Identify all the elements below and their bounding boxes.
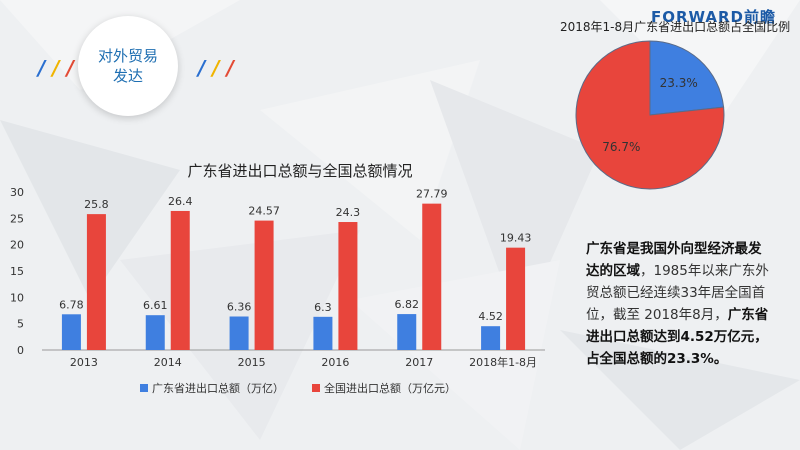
x-tick-label: 2013 — [70, 356, 98, 369]
x-tick-label: 2018年1-8月 — [469, 355, 537, 369]
decorative-slashes-left: / / / — [38, 56, 74, 80]
y-tick-label: 10 — [10, 291, 24, 304]
y-tick-label: 30 — [10, 186, 24, 199]
x-tick-label: 2016 — [321, 356, 349, 369]
bar — [254, 220, 274, 350]
bar — [422, 203, 442, 350]
bar-chart: 0510152025306.7825.820136.6126.420146.36… — [10, 186, 545, 369]
y-tick-label: 25 — [10, 212, 24, 225]
x-tick-label: 2015 — [238, 356, 266, 369]
data-label: 4.52 — [478, 310, 503, 323]
bar — [86, 214, 106, 350]
data-label: 6.78 — [59, 298, 84, 311]
legend-item-guangdong: 广东省进出口总额（万亿） — [140, 380, 284, 396]
x-tick-label: 2017 — [405, 356, 433, 369]
bar-chart-title: 广东省进出口总额与全国总额情况 — [187, 162, 413, 180]
data-label: 6.61 — [143, 299, 168, 312]
legend-swatch-red — [312, 384, 320, 392]
y-tick-label: 0 — [17, 344, 24, 357]
section-title-line1: 对外贸易 — [97, 47, 158, 65]
section-title-line2: 发达 — [112, 67, 143, 85]
decorative-slashes-right: / / / — [198, 56, 234, 80]
pie-slice-label: 23.3% — [660, 76, 698, 90]
x-tick-label: 2014 — [154, 356, 182, 369]
bar — [481, 326, 501, 350]
bar — [145, 315, 165, 350]
pie-chart-title: 2018年1-8月广东省进出口总额占全国比例 — [560, 20, 791, 34]
data-label: 19.43 — [500, 232, 532, 245]
pie-slice-label: 76.7% — [602, 140, 640, 154]
desc-highlight-1: 广东省是我国外向型经济最发达的区域 — [586, 241, 762, 279]
bar — [338, 222, 358, 350]
legend-label-guangdong: 广东省进出口总额（万亿） — [152, 382, 284, 395]
data-label: 24.3 — [336, 206, 361, 219]
data-label: 27.79 — [416, 188, 448, 201]
y-tick-label: 15 — [10, 265, 24, 278]
bar — [170, 210, 190, 350]
data-label: 25.8 — [84, 198, 109, 211]
data-label: 26.4 — [168, 195, 193, 208]
bar — [506, 247, 526, 350]
pie-slice — [649, 40, 725, 116]
section-title-circle: 对外贸易 发达 — [78, 16, 178, 116]
section-badge: / / / 对外贸易 发达 / / / — [30, 16, 240, 116]
desc-highlight-2: 广东省进出口总额达到4.52万亿元，占全国总额的23.3%。 — [586, 307, 769, 367]
pie-chart: 23.3% 76.7% — [575, 40, 725, 190]
data-label: 6.36 — [227, 301, 252, 314]
bar — [397, 314, 417, 350]
description-text: 广东省是我国外向型经济最发达的区域，1985年以来广东外贸总额已经连续33年居全… — [586, 238, 772, 370]
y-tick-label: 20 — [10, 239, 24, 252]
y-tick-label: 5 — [17, 318, 24, 331]
pie-slice — [575, 40, 725, 190]
desc-body: ，1985年以来广东外贸总额已经连续33年居全国首位，截至 2018年8月， — [586, 263, 769, 323]
bar — [61, 314, 81, 350]
bar — [229, 316, 249, 350]
legend-item-national: 全国进出口总额（万亿元） — [312, 380, 456, 396]
brand-logo: FORWARD前瞻 — [650, 8, 776, 26]
legend-label-national: 全国进出口总额（万亿元） — [324, 382, 456, 395]
data-label: 6.3 — [314, 301, 332, 314]
data-label: 24.57 — [248, 205, 280, 218]
legend-swatch-blue — [140, 384, 148, 392]
bar-chart-legend: 广东省进出口总额（万亿） 全国进出口总额（万亿元） — [140, 380, 456, 396]
bar — [313, 316, 333, 350]
data-label: 6.82 — [395, 298, 420, 311]
